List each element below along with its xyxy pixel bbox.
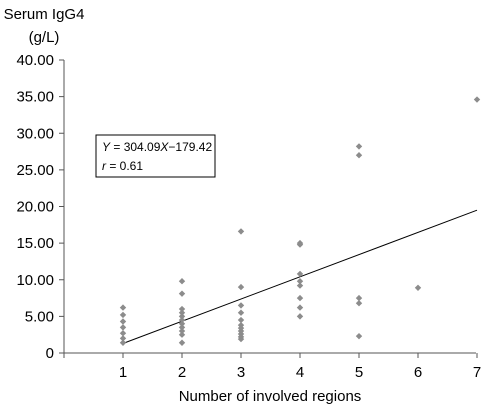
- x-tick-label: 1: [119, 364, 127, 381]
- data-point: [414, 284, 422, 292]
- data-point: [119, 311, 127, 319]
- data-point: [119, 318, 127, 325]
- data-point: [178, 313, 186, 320]
- data-point: [296, 294, 304, 302]
- data-point: [178, 327, 186, 335]
- regression-annotation: Y = 304.09X−179.42 r = 0.61: [95, 134, 216, 178]
- data-point: [178, 339, 186, 346]
- data-point: [355, 152, 363, 159]
- data-point: [473, 96, 481, 103]
- data-point: [119, 304, 127, 311]
- data-point: [355, 294, 363, 302]
- data-point: [296, 270, 304, 278]
- x-tick-label: 4: [296, 364, 304, 381]
- annotation-equation: Y = 304.09X−179.42: [102, 140, 212, 154]
- data-point: [119, 335, 127, 342]
- data-point: [178, 290, 186, 297]
- data-point: [355, 299, 363, 307]
- data-point: [237, 228, 245, 235]
- data-point: [237, 316, 245, 324]
- x-tick-label: 3: [237, 364, 245, 381]
- y-tick-label: 20.00: [16, 199, 54, 216]
- data-point: [355, 143, 363, 150]
- y-tick-label: 5.00: [25, 308, 54, 325]
- y-axis-ticks: 0 5.00 10.00 15.00 20.00 25.00 30.00 35.00 40.00: [16, 52, 64, 362]
- y-tick-label: 0: [46, 345, 54, 362]
- data-point: [237, 302, 245, 309]
- annotation-y-var: Y: [102, 140, 111, 154]
- y-axis-title-line-1: Serum IgG4: [4, 6, 85, 23]
- annotation-r: = 0.61: [106, 159, 143, 173]
- data-point: [178, 331, 186, 338]
- data-point: [296, 313, 304, 320]
- annotation-r-value: r = 0.61: [102, 159, 143, 173]
- x-tick-label: 7: [473, 364, 481, 381]
- y-tick-label: 10.00: [16, 272, 54, 289]
- data-point: [178, 316, 186, 324]
- x-axis-title: Number of involved regions: [179, 388, 362, 405]
- data-point: [119, 324, 127, 331]
- y-tick-label: 30.00: [16, 125, 54, 142]
- data-point: [296, 282, 304, 289]
- data-point: [237, 309, 245, 316]
- annotation-r-var: r: [102, 159, 107, 173]
- data-point: [296, 278, 304, 285]
- data-point: [178, 320, 186, 327]
- y-tick-label: 35.00: [16, 89, 54, 106]
- annotation-x-var: X: [159, 140, 169, 154]
- data-point: [178, 305, 186, 313]
- data-point: [178, 324, 186, 331]
- data-point: [237, 335, 245, 343]
- x-tick-label: 2: [178, 364, 186, 381]
- annotation-slope: = 304.09: [110, 140, 161, 154]
- x-axis-ticks: 1 2 3 4 5 6 7: [63, 353, 481, 381]
- x-tick-label: 6: [414, 364, 422, 381]
- data-point: [296, 241, 304, 248]
- data-point: [355, 332, 363, 340]
- y-axis-title-line-2: (g/L): [29, 29, 60, 46]
- data-point: [296, 304, 304, 311]
- annotation-intercept: −179.42: [168, 140, 212, 154]
- data-point: [178, 278, 186, 285]
- x-tick-label: 5: [355, 364, 363, 381]
- data-point: [178, 309, 186, 316]
- data-point: [119, 330, 127, 337]
- y-tick-label: 25.00: [16, 162, 54, 179]
- y-tick-label: 15.00: [16, 235, 54, 252]
- data-points: [119, 96, 481, 346]
- data-point: [119, 339, 127, 346]
- y-tick-label: 40.00: [16, 52, 54, 69]
- data-point: [237, 283, 245, 291]
- annotation-box: [95, 134, 216, 178]
